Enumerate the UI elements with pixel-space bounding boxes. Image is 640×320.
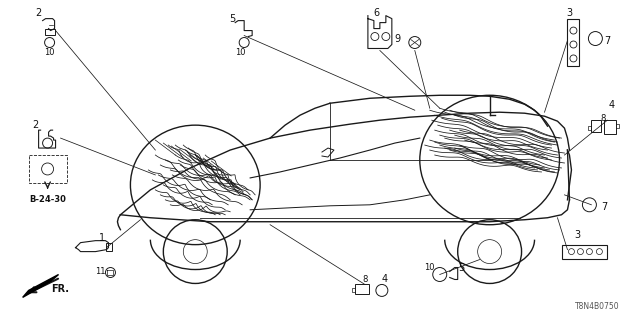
Text: 5: 5 (229, 14, 236, 24)
Text: 10: 10 (44, 48, 55, 57)
Text: 10: 10 (424, 263, 435, 272)
Text: 10: 10 (235, 48, 245, 57)
Text: 9: 9 (395, 34, 401, 44)
Text: 3: 3 (574, 230, 580, 240)
Bar (106, 243, 113, 251)
Text: 7: 7 (604, 36, 611, 45)
Bar (45, 28, 54, 35)
Text: FR.: FR. (52, 284, 70, 294)
Text: 8: 8 (362, 275, 367, 284)
Text: 2: 2 (33, 120, 39, 130)
Text: 3: 3 (566, 8, 573, 18)
Bar (568, 19, 579, 67)
Text: 1: 1 (99, 233, 106, 243)
Bar (29, 155, 67, 183)
Text: 5: 5 (459, 262, 465, 273)
Bar (591, 120, 602, 132)
Text: 8: 8 (601, 114, 606, 123)
Text: 4: 4 (608, 100, 614, 110)
Text: T8N4B0750: T8N4B0750 (575, 302, 620, 311)
Bar (355, 284, 369, 294)
Polygon shape (22, 275, 59, 297)
Text: 7: 7 (601, 202, 607, 212)
Text: 11: 11 (95, 267, 106, 276)
Text: 6: 6 (374, 8, 380, 18)
Text: 4: 4 (382, 275, 388, 284)
Text: B-24-30: B-24-30 (29, 195, 66, 204)
Bar (604, 120, 616, 134)
Text: 2: 2 (35, 8, 42, 18)
Bar (563, 244, 607, 259)
